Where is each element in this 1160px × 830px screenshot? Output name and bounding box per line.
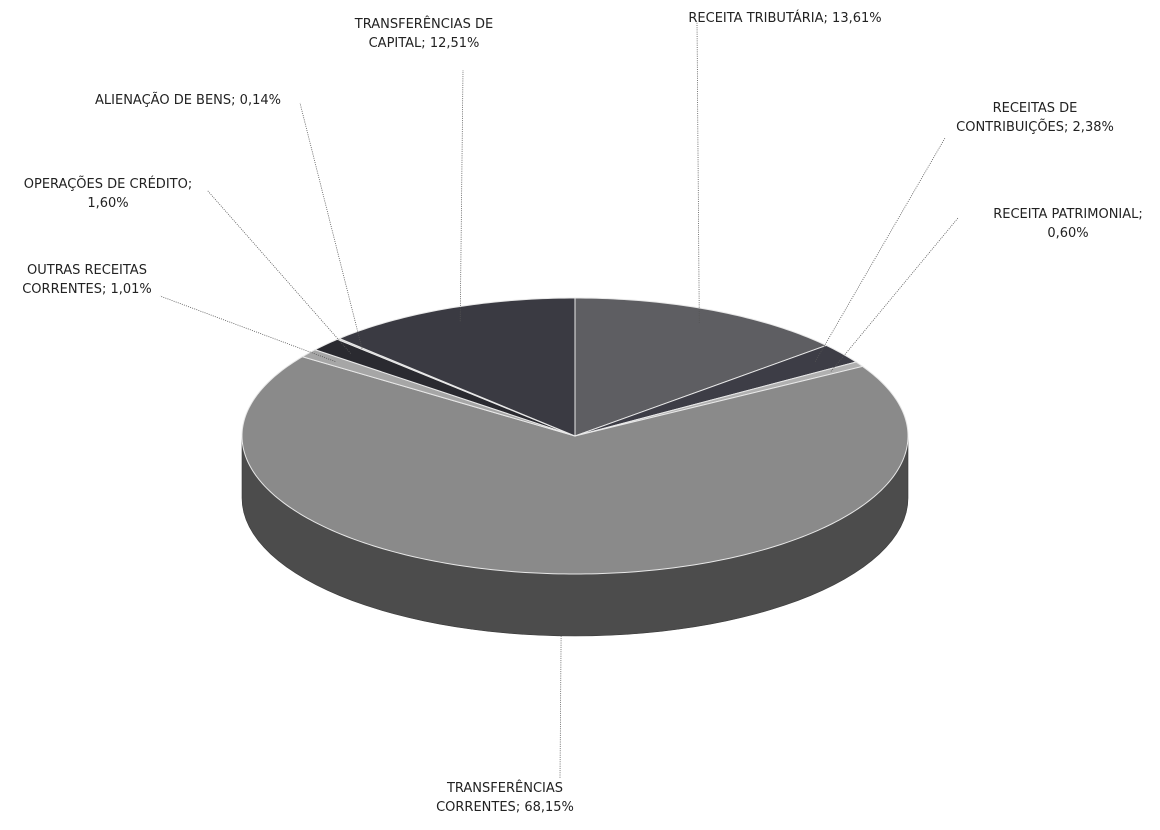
leader-receitas-de-contribuicoes (814, 137, 946, 362)
slice-receitas-de-contribuicoes (574, 344, 858, 437)
label-transferencias-correntes: TRANSFERÊNCIAS CORRENTES; 68,15% (436, 780, 574, 815)
leader-transferencias-correntes (559, 635, 562, 779)
leader-outras-receitas-correntes (159, 295, 336, 362)
label-line: CORRENTES; 1,01% (22, 282, 152, 297)
label-line: 0,60% (1047, 226, 1088, 241)
label-line: CORRENTES; 68,15% (436, 800, 574, 815)
label-line: CAPITAL; 12,51% (369, 36, 480, 51)
label-alienacao-de-bens: ALIENAÇÃO DE BENS; 0,14% (95, 92, 281, 108)
label-transferencias-de-capital: TRANSFERÊNCIAS DE CAPITAL; 12,51% (354, 16, 493, 51)
label-receita-tributaria: RECEITA TRIBUTÁRIA; 13,61% (688, 10, 881, 26)
label-receitas-de-contribuicoes: RECEITAS DE CONTRIBUIÇÕES; 2,38% (956, 101, 1114, 135)
label-line: TRANSFERÊNCIAS DE (354, 16, 493, 32)
label-line: OPERAÇÕES DE CRÉDITO; (24, 176, 192, 192)
label-operacoes-de-credito: OPERAÇÕES DE CRÉDITO; 1,60% (24, 176, 192, 211)
label-leader-lines (159, 21, 959, 779)
slice-operacoes-de-credito (313, 338, 576, 437)
label-line: RECEITA PATRIMONIAL; (993, 207, 1143, 222)
leader-alienacao-de-bens (299, 102, 363, 349)
slice-transferencias-de-capital (338, 297, 576, 437)
pie-top-slices (241, 297, 909, 575)
label-outras-receitas-correntes: OUTRAS RECEITAS CORRENTES; 1,01% (22, 263, 152, 297)
slice-labels: RECEITA TRIBUTÁRIA; 13,61% RECEITAS DE CON… (22, 10, 1143, 815)
slice-receita-tributaria (574, 297, 828, 437)
label-line: RECEITAS DE (993, 101, 1078, 116)
label-line: OUTRAS RECEITAS (27, 263, 147, 278)
leader-receita-tributaria (696, 21, 700, 324)
label-line: 1,60% (87, 196, 128, 211)
leader-operacoes-de-credito (206, 189, 352, 354)
slice-outras-receitas-correntes (301, 349, 576, 437)
leader-receita-patrimonial (830, 217, 959, 372)
label-line: ALIENAÇÃO DE BENS; 0,14% (95, 92, 281, 108)
label-line: CONTRIBUIÇÕES; 2,38% (956, 119, 1114, 135)
label-line: RECEITA TRIBUTÁRIA; 13,61% (688, 10, 881, 26)
leader-transferencias-de-capital (459, 69, 464, 322)
slice-transferencias-correntes (241, 356, 909, 575)
label-line: TRANSFERÊNCIAS (446, 780, 563, 796)
label-receita-patrimonial: RECEITA PATRIMONIAL; 0,60% (993, 207, 1143, 241)
